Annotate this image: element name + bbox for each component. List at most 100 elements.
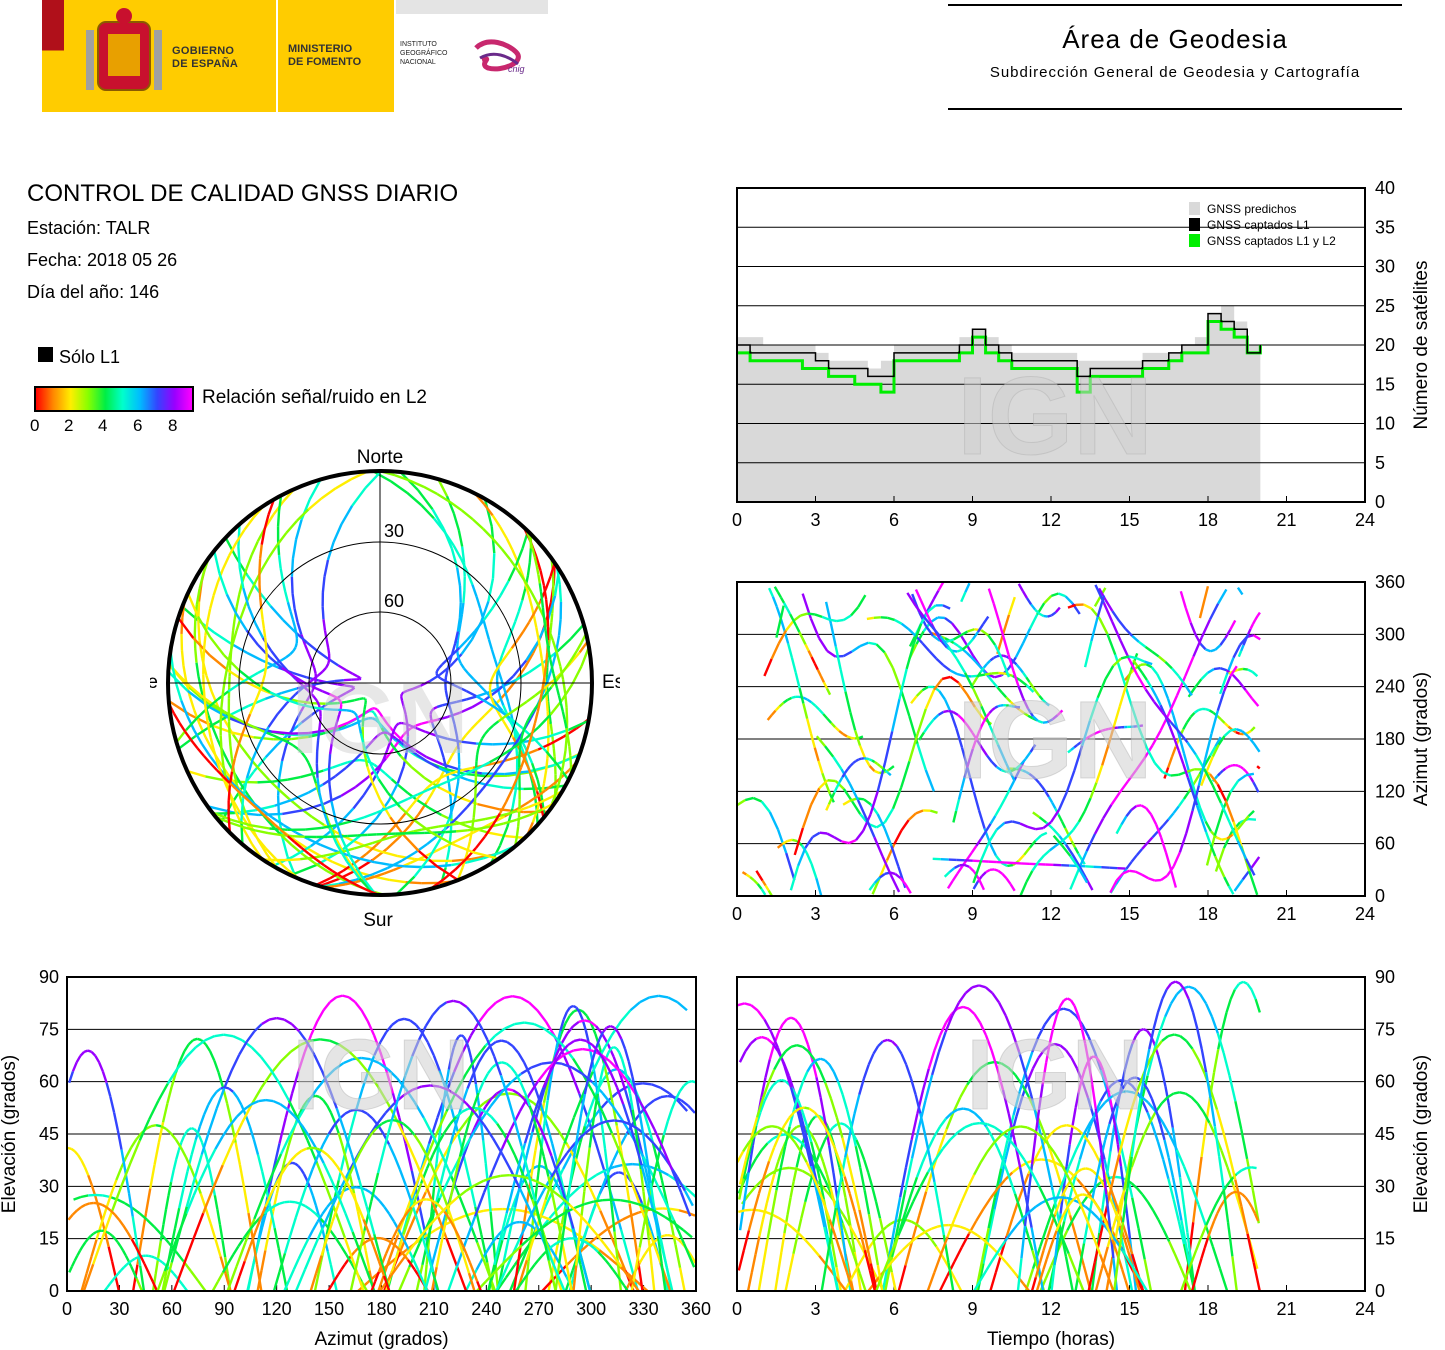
elev-az-track: [666, 1108, 673, 1122]
elev-az-track: [146, 1218, 156, 1228]
elev-az-track: [384, 1102, 396, 1114]
elev-az-track: [467, 1047, 473, 1058]
azimuth-track: [1200, 672, 1209, 681]
skyplot-track: [264, 743, 279, 759]
elev-az-track: [611, 1268, 618, 1276]
elev-az-track: [525, 1182, 534, 1200]
elev-time-track: [1019, 1167, 1028, 1198]
skyplot-track: [546, 644, 551, 653]
skyplot-track: [525, 640, 540, 662]
elev-az-track: [238, 1164, 246, 1189]
elev-az-track: [506, 1040, 514, 1048]
elev-time-track: [1168, 1134, 1178, 1151]
elev-az-track: [629, 1001, 641, 1012]
azimuth-track: [932, 713, 940, 721]
x-tick-label: 330: [629, 1299, 659, 1319]
elev-time-track: [979, 1022, 987, 1036]
elev-az-track: [105, 1082, 112, 1097]
elev-az-track: [329, 1039, 341, 1046]
skyplot-track: [374, 872, 385, 878]
azimuth-track: [832, 756, 843, 770]
elev-az-track: [280, 1050, 292, 1062]
elev-time-track: [746, 1141, 754, 1160]
skyplot-track: [392, 818, 402, 829]
elev-az-track: [367, 1232, 375, 1248]
elev-az-track: [415, 1023, 423, 1033]
azimuth-track: [818, 779, 829, 790]
spain-flag-stripe: [42, 0, 64, 112]
elev-az-track: [256, 1154, 264, 1172]
elev-az-track: [561, 1243, 569, 1268]
azimuth-track: [900, 622, 910, 630]
elev-time-track: [788, 1129, 795, 1136]
elev-az-track: [402, 1216, 411, 1235]
elev-az-track: [320, 1069, 331, 1089]
elev-time-track: [1222, 1052, 1231, 1077]
elev-time-track: [1190, 1096, 1199, 1105]
elev-az-track: [539, 1127, 548, 1142]
elev-az-track: [410, 1263, 416, 1271]
skyplot-track: [409, 479, 425, 488]
azimuth-track: [1249, 777, 1255, 783]
azimuth-track: [1210, 648, 1216, 653]
skyplot-track: [549, 622, 553, 631]
skyplot-track: [389, 733, 394, 742]
elev-az-track: [660, 1094, 668, 1099]
skyplot-track: [394, 737, 403, 744]
elev-az-track: [598, 1175, 608, 1194]
y-tick-label: 25: [1375, 296, 1395, 316]
elev-az-track: [620, 1009, 632, 1023]
elev-az-track: [378, 1062, 389, 1071]
elev-az-track: [105, 1193, 113, 1209]
azimuth-track: [1135, 757, 1146, 772]
skyplot-track: [456, 617, 462, 632]
azimuth-track: [874, 761, 879, 765]
azimuth-track: [1027, 825, 1036, 831]
azimuth-track: [999, 798, 1006, 809]
azimuth-track: [1084, 877, 1094, 891]
skyplot-track: [545, 700, 549, 712]
skyplot-track: [503, 749, 513, 761]
elev-time-track: [747, 1185, 757, 1196]
skyplot-track: [322, 852, 335, 858]
elev-az-track: [413, 1268, 419, 1276]
elev-az-track: [524, 1021, 535, 1026]
elev-az-track: [534, 1190, 545, 1207]
skyplot-track: [484, 815, 496, 821]
elev-az-track: [443, 1210, 450, 1218]
skyplot-track: [377, 720, 383, 729]
skyplot-track: [509, 717, 523, 729]
elev-time-track: [796, 1124, 801, 1128]
skyplot-track: [351, 487, 367, 507]
elev-az-track: [316, 1147, 323, 1152]
azimuth-track: [987, 588, 995, 605]
elev-az-track: [586, 1174, 597, 1183]
skyplot-track: [354, 697, 361, 702]
elev-time-track: [1087, 1036, 1096, 1053]
azimuth-track: [1081, 720, 1092, 746]
plot-border: [736, 187, 1366, 503]
elev-az-track: [369, 1127, 378, 1136]
azimuth-track: [880, 616, 888, 620]
skyplot-track: [457, 623, 462, 633]
elev-az-track: [581, 1010, 588, 1017]
plot-border: [66, 976, 697, 1292]
elev-time-track: [1005, 1218, 1014, 1237]
elev-az-track: [326, 1104, 333, 1114]
elev-az-track: [518, 1187, 530, 1208]
skyplot-track: [337, 698, 342, 703]
elev-time-track: [819, 1097, 827, 1121]
skyplot-track: [564, 736, 568, 752]
elev-az-track: [495, 1039, 502, 1044]
skyplot-track: [413, 856, 431, 878]
azimuth-track: [790, 657, 797, 674]
elev-time-track: [1075, 1134, 1085, 1151]
elev-az-track: [261, 1215, 267, 1228]
elev-time-track: [973, 1013, 982, 1024]
elev-time-track: [811, 1247, 821, 1257]
elev-az-track: [382, 1275, 391, 1292]
elev-time-track: [874, 1201, 882, 1219]
skyplot-track: [498, 826, 509, 846]
azimuth-track: [960, 591, 967, 603]
azimuth-track: [1137, 727, 1148, 749]
